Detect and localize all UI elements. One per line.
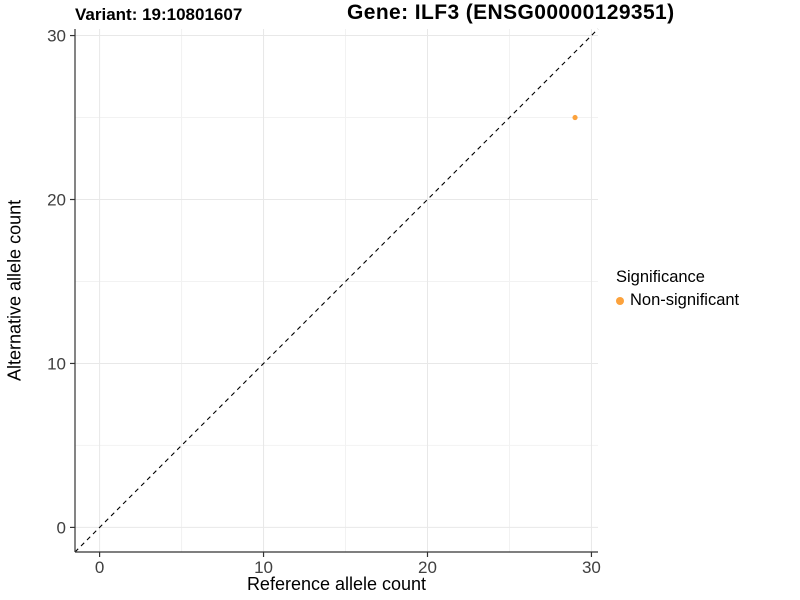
plot-title-variant: Variant: 19:10801607: [75, 5, 243, 24]
plot-title-gene: Gene: ILF3 (ENSG00000129351): [347, 1, 675, 24]
x-axis-label: Reference allele count: [246, 574, 427, 594]
legend-key-dot: [616, 296, 624, 305]
legend-entry: Non-significant: [616, 291, 739, 310]
legend: Significance Non-significant: [616, 268, 739, 310]
y-tick-label: 0: [57, 518, 66, 537]
y-tick-label: 30: [47, 27, 66, 46]
x-tick-label: 30: [582, 558, 601, 577]
y-tick-label: 20: [47, 191, 66, 210]
identity-line: [74, 28, 599, 553]
legend-entries: Non-significant: [616, 291, 739, 310]
legend-title: Significance: [616, 268, 705, 286]
x-tick-label: 10: [254, 558, 273, 577]
legend-label: Non-significant: [630, 291, 740, 309]
x-tick-label: 20: [418, 558, 437, 577]
x-tick-label: 0: [95, 558, 104, 577]
y-tick-label: 10: [47, 354, 66, 373]
data-point: [572, 114, 578, 121]
